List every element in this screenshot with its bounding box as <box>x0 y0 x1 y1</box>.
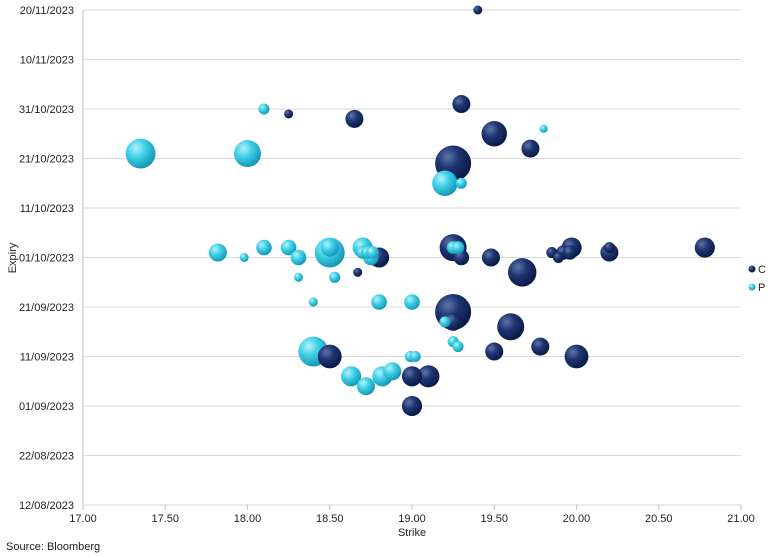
bubble-p <box>455 177 467 189</box>
bubble-c <box>497 313 525 341</box>
bubble-c <box>562 245 578 260</box>
bubble-p <box>439 316 451 328</box>
bubble-c <box>552 251 564 264</box>
bubble-c <box>694 237 715 258</box>
bubble-p <box>451 241 465 254</box>
legend-marker-p <box>748 283 756 291</box>
bubble-c <box>521 139 540 158</box>
grid-lines <box>83 9 741 506</box>
bubble-c <box>481 248 500 267</box>
bubble-p <box>258 103 270 115</box>
x-tick-label: 17.00 <box>69 513 97 525</box>
bubble-c <box>353 267 363 277</box>
bubble-c <box>485 342 504 361</box>
x-tick-label: 20.50 <box>645 513 673 525</box>
bubble-p <box>320 238 339 257</box>
axes: 12/08/2023 22/08/2023 01/09/2023 11/09/2023… <box>19 5 755 525</box>
bubble-c <box>481 121 507 147</box>
y-tick-label: 10/11/2023 <box>20 55 74 67</box>
bubble-c <box>401 395 423 417</box>
y-tick-label: 21/10/2023 <box>19 154 74 166</box>
x-tick-label: 19.50 <box>480 513 508 525</box>
legend-marker-c <box>748 265 756 273</box>
bubble-p <box>208 243 227 262</box>
y-tick-label: 20/11/2023 <box>20 5 74 17</box>
bubble-p <box>452 341 464 353</box>
legend: CP <box>748 264 766 294</box>
x-axis-title: Strike <box>398 527 426 539</box>
bubble-c <box>444 312 463 331</box>
y-tick-label: 21/09/2023 <box>19 302 74 314</box>
y-tick-label: 11/10/2023 <box>20 203 74 215</box>
bubble-c <box>531 337 550 356</box>
bubble-c <box>345 109 364 128</box>
bubble-c <box>564 344 589 369</box>
y-axis-title: Expiry <box>7 242 19 273</box>
bubble-c <box>507 258 537 287</box>
bubble-c <box>473 5 483 15</box>
bubble-p <box>293 272 303 282</box>
legend-label-p: P <box>758 282 765 294</box>
bubble-c <box>284 109 294 119</box>
bubble-c <box>401 366 423 387</box>
bubble-c <box>417 365 440 388</box>
x-tick-label: 18.50 <box>316 513 344 525</box>
bubble-p <box>234 140 261 168</box>
bubble-p <box>404 294 420 310</box>
bubble-p <box>409 350 421 363</box>
y-tick-label: 01/10/2023 <box>19 253 74 265</box>
bubble-p <box>383 362 402 381</box>
legend-label-c: C <box>758 264 766 276</box>
bubble-p <box>239 253 249 262</box>
bubble-p <box>341 366 362 387</box>
bubble-p <box>356 377 375 396</box>
bubble-p <box>329 271 341 283</box>
bubble-p <box>280 239 297 256</box>
x-tick-label: 18.00 <box>234 513 262 525</box>
bubble-c <box>317 344 342 369</box>
bubble-p <box>432 170 458 196</box>
bubble-c <box>603 242 615 254</box>
bubble-c <box>452 95 471 114</box>
x-tick-label: 21.00 <box>727 513 755 525</box>
y-tick-label: 31/10/2023 <box>19 104 74 116</box>
bubble-p <box>539 124 548 133</box>
x-tick-label: 17.50 <box>151 513 179 525</box>
bubble-p <box>290 249 307 266</box>
y-tick-label: 11/09/2023 <box>20 352 74 364</box>
x-tick-label: 19.00 <box>398 513 426 525</box>
y-tick-label: 01/09/2023 <box>19 401 74 413</box>
y-tick-label: 12/08/2023 <box>19 500 74 512</box>
y-tick-label: 22/08/2023 <box>19 451 74 463</box>
x-tick-label: 20.00 <box>563 513 591 525</box>
bubbles <box>125 5 715 417</box>
bubble-p <box>125 138 156 169</box>
bubble-p <box>308 297 318 307</box>
bubble-p <box>371 294 387 310</box>
bubble-p <box>256 239 272 256</box>
source-note: Source: Bloomberg <box>6 541 101 553</box>
bubble-p <box>366 246 379 259</box>
